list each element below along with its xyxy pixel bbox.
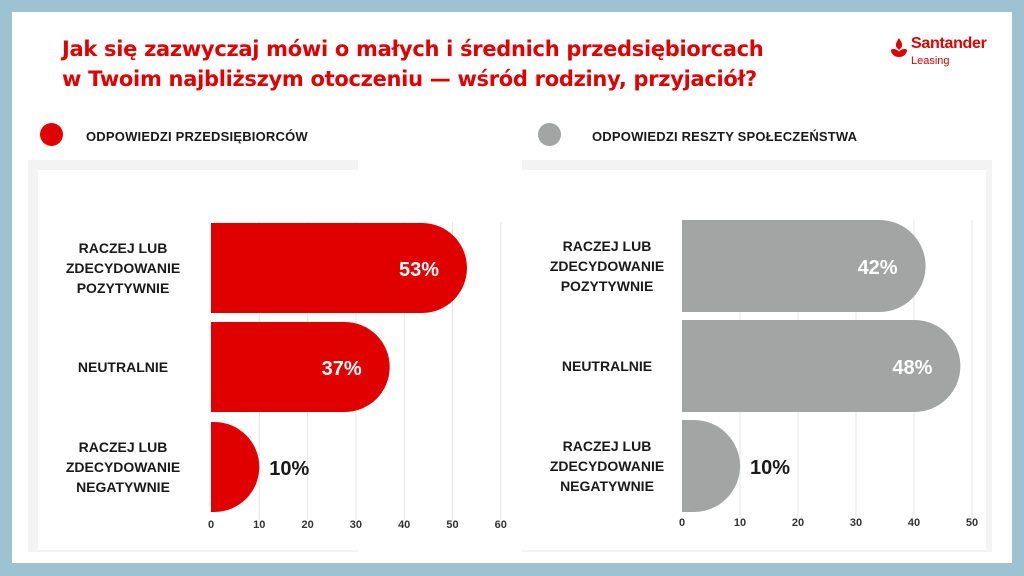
category-label: RACZEJ LUB (79, 240, 168, 256)
category-label: POZYTYWNIE (77, 280, 170, 296)
bar (682, 320, 961, 412)
slide: Jak się zazwyczaj mówi o małych i średni… (12, 12, 1012, 563)
logo-brand: Santander (911, 35, 987, 52)
category-label: ZDECYDOWANIE (550, 458, 664, 474)
santander-leasing-logo: Santander Leasing (890, 32, 1010, 82)
title-line-2: w Twoim najbliższym otoczeniu — wśród ro… (62, 67, 757, 91)
legend-dot-society (538, 123, 561, 146)
category-label: NEGATYWNIE (76, 479, 170, 495)
bar (682, 220, 926, 312)
legend-label-entrepreneurs: ODPOWIEDZI PRZEDSIĘBIORCÓW (86, 129, 308, 144)
x-tick-label: 10 (734, 517, 746, 529)
x-tick-label: 10 (253, 519, 265, 531)
category-label: POZYTYWNIE (561, 278, 654, 294)
data-label: 53% (399, 259, 439, 281)
page-title: Jak się zazwyczaj mówi o małych i średni… (62, 34, 764, 94)
title-line-1: Jak się zazwyczaj mówi o małych i średni… (62, 37, 764, 61)
category-label: RACZEJ LUB (563, 438, 652, 454)
category-label: ZDECYDOWANIE (550, 258, 664, 274)
x-tick-label: 20 (301, 519, 313, 531)
x-tick-label: 20 (792, 517, 804, 529)
bar (682, 420, 740, 512)
flame-icon (891, 38, 907, 57)
bar (211, 422, 260, 512)
bar (211, 223, 467, 313)
data-label: 10% (269, 458, 309, 480)
x-tick-label: 40 (908, 517, 920, 529)
x-tick-label: 0 (208, 519, 214, 531)
category-label: RACZEJ LUB (563, 238, 652, 254)
x-tick-label: 30 (850, 517, 862, 529)
data-label: 10% (750, 457, 790, 479)
x-tick-label: 60 (495, 519, 507, 531)
x-tick-label: 0 (679, 517, 685, 529)
chart-society: 42% RACZEJ LUB ZDECYDOWANIE POZYTYWNIE 48% NE… (550, 220, 978, 529)
category-label: ZDECYDOWANIE (66, 459, 180, 475)
x-tick-label: 40 (398, 519, 410, 531)
category-label: NEUTRALNIE (78, 359, 168, 375)
chart-entrepreneurs: 53% RACZEJ LUB ZDECYDOWANIE POZYTYWNIE 37% NE… (66, 222, 507, 531)
category-label: ZDECYDOWANIE (66, 260, 180, 276)
category-label: RACZEJ LUB (79, 439, 168, 455)
category-label: NEUTRALNIE (562, 358, 652, 374)
data-label: 48% (892, 357, 932, 379)
data-label: 42% (858, 257, 898, 279)
bar (211, 322, 390, 412)
data-label: 37% (322, 358, 362, 380)
legend-label-society: ODPOWIEDZI RESZTY SPOŁECZEŃSTWA (592, 129, 858, 144)
logo-subtitle: Leasing (911, 55, 950, 67)
category-label: NEGATYWNIE (560, 478, 654, 494)
x-tick-label: 30 (350, 519, 362, 531)
legend-dot-entrepreneurs (40, 123, 63, 146)
x-tick-label: 50 (446, 519, 458, 531)
x-tick-label: 50 (966, 517, 978, 529)
